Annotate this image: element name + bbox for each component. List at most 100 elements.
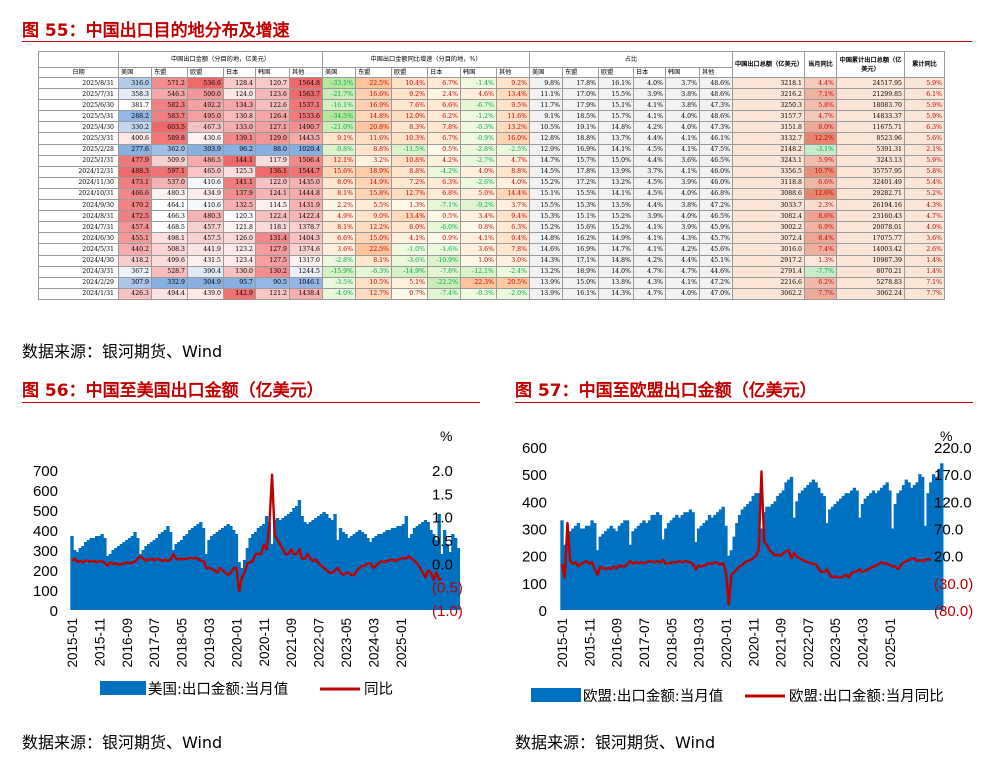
export-bar	[584, 525, 589, 610]
yoy-cell: -2.8%	[322, 254, 356, 267]
export-bar	[363, 534, 367, 610]
amount-cell: 582.3	[151, 99, 188, 112]
x-axis-tick-label: 2017-07	[147, 618, 162, 668]
monthly-yoy-cell: 7.4%	[804, 243, 837, 256]
amount-cell: 126.4	[255, 110, 290, 123]
yoy-cell: -12.1%	[460, 265, 497, 278]
monthly-yoy-cell: 1.3%	[804, 254, 837, 267]
share-cell: 46.0%	[699, 165, 733, 178]
export-bar	[158, 534, 162, 610]
left-axis-tick-label: 0	[539, 603, 547, 620]
cumulative-yoy-cell: 4.3%	[904, 199, 945, 212]
amount-cell: 410.6	[187, 176, 224, 189]
yoy-cell: -11.5%	[391, 143, 428, 156]
share-cell: 4.7%	[633, 265, 666, 278]
export-bar	[179, 540, 184, 610]
yoy-cell: -6.3%	[355, 265, 392, 278]
export-bar	[833, 504, 837, 610]
export-bar	[598, 536, 602, 610]
export-bar	[415, 526, 419, 610]
cumulative-yoy-cell: 5.9%	[904, 99, 945, 112]
amount-cell: 492.2	[187, 99, 224, 112]
yoy-cell: 3.6%	[460, 243, 497, 256]
export-bar	[144, 546, 148, 610]
amount-cell: 118.1	[255, 221, 290, 234]
cumulative-yoy-cell: 1.4%	[904, 265, 945, 278]
amount-cell: 1537.1	[289, 99, 323, 112]
amount-cell: 583.7	[151, 110, 188, 123]
right-axis-tick-label: (80.0)	[934, 603, 973, 620]
share-cell: 14.8%	[598, 121, 634, 134]
cumulative-yoy-cell: 5.9%	[904, 76, 945, 90]
share-cell: 15.3%	[529, 210, 563, 223]
export-bar	[767, 506, 772, 610]
x-axis-tick-label: 2025-01	[883, 618, 898, 668]
yoy-cell: -2.7%	[460, 154, 497, 167]
monthly-yoy-cell: 6.6%	[804, 176, 837, 189]
yoy-cell: 12.2%	[355, 221, 392, 234]
share-cell: 14.8%	[598, 254, 634, 267]
export-bar	[882, 485, 887, 610]
share-cell: 17.8%	[562, 76, 599, 90]
export-bar	[84, 542, 88, 610]
share-cell: 46.8%	[699, 187, 733, 201]
x-axis-tick-label: 2019-03	[692, 618, 707, 668]
x-axis-tick-label: 2025-01	[394, 618, 409, 668]
yoy-cell: 8.3%	[391, 121, 428, 134]
export-bar	[284, 516, 288, 610]
export-bar	[672, 517, 676, 610]
figure-57-title: 图 57：中国至欧盟出口金额（亿美元）	[515, 381, 817, 401]
total-cell: 3033.7	[732, 199, 805, 212]
yoy-cell: 9.1%	[322, 132, 356, 145]
amount-cell: 1046.1	[289, 276, 323, 289]
yoy-cell: 11.6%	[496, 110, 530, 123]
x-axis-tick-label: 2024-03	[366, 618, 381, 668]
export-bar	[111, 550, 115, 610]
export-bar	[792, 517, 796, 610]
export-bar	[442, 530, 447, 610]
amount-cell: 1444.8	[289, 187, 323, 201]
export-bar	[267, 522, 271, 610]
export-bar	[921, 476, 925, 610]
x-axis-tick-label: 2016-09	[120, 618, 135, 668]
amount-cell: 466.3	[151, 210, 188, 223]
cumulative-cell: 3243.13	[836, 154, 905, 167]
right-axis-tick-label: 120.0	[934, 494, 972, 511]
yoy-cell: 4.9%	[322, 210, 356, 223]
export-bar	[582, 528, 586, 610]
amount-cell: 120.3	[223, 210, 256, 223]
export-bar	[92, 538, 96, 610]
amount-cell: 122.0	[255, 176, 290, 189]
share-cell: 4.5%	[633, 176, 666, 189]
share-cell: 17.9%	[562, 99, 599, 112]
share-cell: 4.1%	[633, 110, 666, 123]
header-region: 东盟	[355, 67, 392, 78]
monthly-yoy-cell: 7.7%	[804, 287, 837, 300]
yoy-cell: 8.1%	[322, 187, 356, 201]
amount-cell: 124.1	[255, 187, 290, 201]
amount-cell: 117.9	[255, 154, 290, 167]
yoy-cell: 7.6%	[391, 99, 428, 112]
share-cell: 4.7%	[665, 265, 700, 278]
total-cell: 3243.1	[732, 154, 805, 167]
right-axis-tick-label: 70.0	[934, 522, 963, 539]
monthly-yoy-cell: 5.8%	[804, 99, 837, 112]
export-bar	[669, 520, 673, 610]
yoy-cell: 15.8%	[355, 187, 392, 201]
yoy-cell: 0.5%	[427, 143, 461, 156]
amount-cell: 418.2	[118, 254, 152, 267]
amount-cell: 508.3	[151, 243, 188, 256]
amount-cell: 426.3	[118, 287, 152, 300]
export-bar	[193, 526, 197, 610]
share-cell: 3.9%	[665, 221, 700, 234]
amount-cell: 528.7	[151, 265, 188, 278]
export-bar	[642, 520, 646, 610]
x-axis-tick-label: 2020-11	[746, 618, 761, 667]
export-bar	[251, 534, 255, 610]
share-cell: 15.5%	[598, 88, 634, 101]
yoy-cell: -3.6%	[391, 254, 428, 267]
amount-cell: 430.6	[187, 132, 224, 145]
share-cell: 4.5%	[633, 143, 666, 156]
left-axis-tick-label: 500	[522, 467, 547, 484]
total-cell: 3088.6	[732, 187, 805, 201]
